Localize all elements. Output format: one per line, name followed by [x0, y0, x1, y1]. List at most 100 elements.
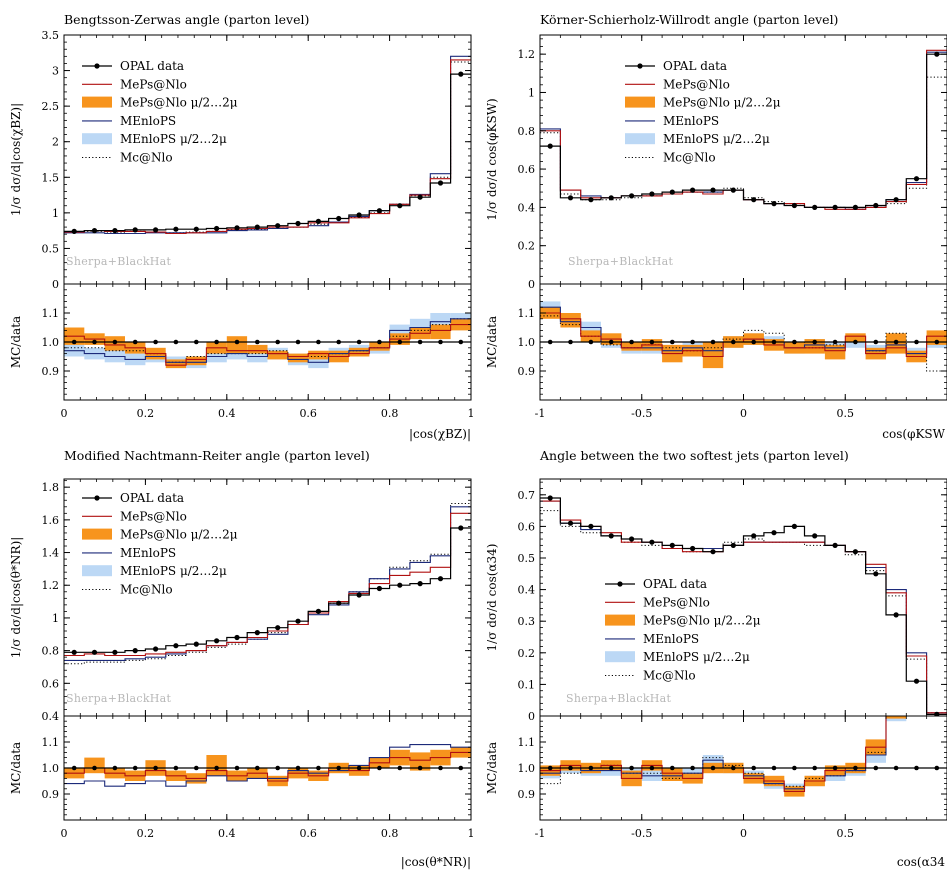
- y-tick-label: 2: [52, 136, 59, 149]
- data-point: [397, 582, 403, 588]
- ratio-band-meps: [560, 313, 581, 328]
- x-tick-label: 0.8: [381, 827, 399, 840]
- ratio-data-point: [417, 765, 423, 771]
- ratio-data-point: [853, 765, 858, 771]
- legend-label: MEnloPS: [120, 114, 176, 128]
- data-point: [91, 228, 98, 234]
- ratio-band-meps: [165, 359, 187, 369]
- data-point: [934, 711, 940, 716]
- y-tick-label: 1.6: [42, 514, 60, 527]
- ratio-data-point: [832, 765, 838, 771]
- ratio-tick-label: 0.9: [42, 365, 60, 378]
- ratio-data-point: [934, 765, 940, 771]
- data-point: [315, 608, 321, 615]
- data-point: [153, 227, 159, 233]
- data-point: [629, 193, 635, 199]
- legend-label: MePs@Nlo μ/2…2μ: [643, 614, 761, 628]
- legend-swatch-meps-band: [82, 96, 112, 108]
- main-plot-frame: [539, 34, 947, 285]
- x-tick-label: 0.6: [299, 827, 317, 840]
- data-point: [873, 571, 879, 577]
- data-point: [173, 226, 179, 232]
- ratio-y-axis-label: MC/data: [485, 742, 499, 794]
- legend-label: MePs@Nlo: [120, 77, 187, 91]
- ratio-data-point: [295, 339, 301, 345]
- ratio-tick-label: 1.1: [42, 307, 60, 320]
- x-axis-label: |cos(χBZ)|: [409, 427, 471, 441]
- legend-swatch-menlops-band: [82, 565, 112, 577]
- legend-swatch-data-marker: [637, 63, 643, 69]
- panel-a34: Angle between the two softest jets (part…: [485, 448, 947, 869]
- ratio-data-point: [71, 765, 77, 771]
- x-tick-label: -1: [535, 407, 546, 420]
- ratio-data-point: [670, 765, 675, 771]
- series-line-meps: [540, 49, 947, 210]
- ratio-data-point: [893, 339, 899, 345]
- ratio-band-meps: [247, 344, 268, 354]
- ratio-tick-label: 1.0: [518, 762, 536, 775]
- x-tick-label: 0.2: [137, 407, 155, 420]
- y-tick-label: 1: [528, 86, 535, 99]
- ratio-plot-area: [540, 716, 947, 797]
- main-plot-area: [540, 49, 947, 210]
- series-line-menlops: [540, 51, 947, 210]
- y-tick-label: 0.2: [518, 647, 536, 660]
- watermark: Sherpa+BlackHat: [66, 255, 172, 268]
- y-tick-label: 0.4: [518, 584, 536, 597]
- ratio-data-point: [132, 339, 138, 345]
- data-point: [588, 197, 594, 203]
- ratio-data-point: [568, 765, 573, 771]
- y-axis-label: 1/σ dσ/d cos(α34): [485, 544, 499, 652]
- ratio-line-menlops: [64, 744, 471, 787]
- legend-label: OPAL data: [643, 577, 707, 591]
- ratio-tick-label: 0.9: [518, 365, 536, 378]
- legend: OPAL data MePs@Nlo MePs@Nlo μ/2…2μ MEnloPS M…: [605, 577, 761, 683]
- data-point: [710, 187, 716, 193]
- ratio-band-meps: [186, 356, 207, 366]
- ratio-y-axis-label: MC/data: [485, 316, 499, 368]
- x-tick-label: 0: [61, 407, 68, 420]
- y-tick-label: 0.1: [518, 678, 536, 691]
- y-tick-label: 3.5: [42, 29, 60, 42]
- data-point: [730, 187, 736, 193]
- ratio-data-point: [153, 339, 158, 345]
- data-point: [356, 212, 362, 218]
- ratio-data-point: [316, 765, 321, 771]
- data-point: [376, 208, 382, 214]
- ratio-data-point: [275, 765, 281, 771]
- y-tick-label: 0.4: [42, 710, 60, 723]
- ratio-tick-label: 1.1: [518, 736, 536, 749]
- ratio-data-point: [173, 765, 179, 771]
- data-point: [913, 176, 920, 182]
- y-tick-label: 1: [52, 207, 59, 220]
- data-point: [710, 549, 716, 555]
- x-tick-label: 0.4: [218, 827, 236, 840]
- data-point: [336, 600, 342, 606]
- data-point: [376, 585, 382, 592]
- data-point: [193, 641, 199, 647]
- legend-swatch-data-marker: [94, 63, 100, 69]
- y-tick-label: 0.6: [42, 677, 60, 690]
- data-point: [567, 520, 574, 526]
- x-tick-label: 0.4: [218, 407, 236, 420]
- panel-title: Modified Nachtmann-Reiter angle (parton …: [64, 448, 370, 463]
- data-point: [91, 649, 98, 655]
- legend-label: MEnloPS μ/2…2μ: [120, 564, 227, 578]
- ratio-y-axis-label: MC/data: [9, 742, 23, 794]
- data-point: [547, 495, 553, 501]
- data-point: [112, 228, 118, 234]
- ratio-data-point: [771, 765, 777, 771]
- data-point: [173, 643, 179, 649]
- ratio-data-point: [588, 765, 594, 771]
- data-point: [791, 523, 798, 530]
- data-point: [690, 187, 696, 193]
- ratio-band-meps: [662, 768, 683, 781]
- legend-label: Mc@Nlo: [643, 669, 696, 683]
- data-point: [397, 203, 403, 209]
- x-tick-label: -0.5: [631, 827, 652, 840]
- ratio-data-point: [132, 765, 138, 771]
- data-point: [295, 220, 301, 227]
- ratio-data-point: [397, 339, 403, 345]
- ratio-data-point: [649, 339, 655, 345]
- panel-bz: Bengtsson-Zerwas angle (parton level) 0 0.…: [9, 12, 475, 441]
